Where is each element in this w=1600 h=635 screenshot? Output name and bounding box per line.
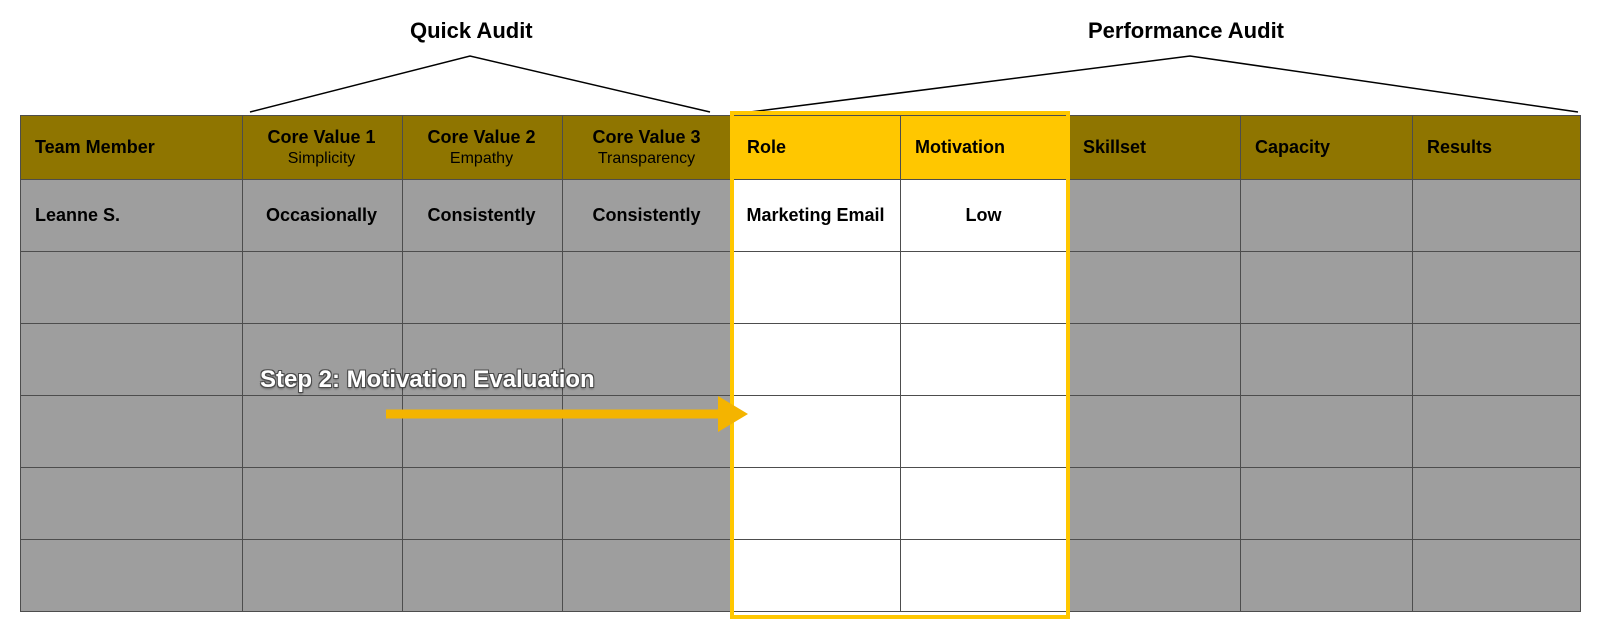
- cell-motivation: [901, 396, 1069, 468]
- cell-cv1: [243, 468, 403, 540]
- cell-results: [1413, 396, 1581, 468]
- table-row: [21, 540, 1581, 612]
- cell-skillset: [1069, 180, 1241, 252]
- col-label: Core Value 3: [592, 127, 700, 147]
- cell-motivation: [901, 468, 1069, 540]
- bracket-performance-audit: [750, 56, 1578, 112]
- cell-cv1: [243, 324, 403, 396]
- group-brackets: [0, 0, 1600, 120]
- cell-cv2: [403, 324, 563, 396]
- cell-team-member: [21, 468, 243, 540]
- col-label: Team Member: [35, 137, 155, 157]
- group-label-performance-audit: Performance Audit: [1088, 18, 1284, 44]
- cell-motivation: [901, 324, 1069, 396]
- cell-cv3: [563, 252, 733, 324]
- cell-role: [733, 396, 901, 468]
- col-label: Capacity: [1255, 137, 1330, 157]
- cell-capacity: [1241, 396, 1413, 468]
- cell-skillset: [1069, 468, 1241, 540]
- cell-cv2: [403, 468, 563, 540]
- col-label: Core Value 2: [427, 127, 535, 147]
- cell-cv1: Occasionally: [243, 180, 403, 252]
- col-label: Motivation: [915, 137, 1005, 157]
- cell-team-member: [21, 396, 243, 468]
- col-capacity: Capacity: [1241, 116, 1413, 180]
- cell-capacity: [1241, 468, 1413, 540]
- cell-role: [733, 252, 901, 324]
- audit-table: Team Member Core Value 1 Simplicity Core …: [20, 115, 1581, 612]
- table-row: [21, 324, 1581, 396]
- col-sublabel: Empathy: [409, 150, 554, 168]
- cell-cv3: [563, 540, 733, 612]
- col-label: Role: [747, 137, 786, 157]
- audit-diagram: Quick Audit Performance Audit Team Membe…: [0, 0, 1600, 635]
- cell-cv2: [403, 540, 563, 612]
- cell-motivation: [901, 540, 1069, 612]
- cell-cv1: [243, 540, 403, 612]
- cell-results: [1413, 180, 1581, 252]
- cell-motivation: [901, 252, 1069, 324]
- col-sublabel: Transparency: [569, 150, 724, 168]
- cell-skillset: [1069, 396, 1241, 468]
- cell-skillset: [1069, 252, 1241, 324]
- audit-table-header: Team Member Core Value 1 Simplicity Core …: [21, 116, 1581, 180]
- cell-skillset: [1069, 540, 1241, 612]
- cell-results: [1413, 468, 1581, 540]
- audit-table-body: Leanne S. Occasionally Consistently Cons…: [21, 180, 1581, 612]
- cell-team-member: [21, 252, 243, 324]
- col-label: Skillset: [1083, 137, 1146, 157]
- cell-cv2: [403, 396, 563, 468]
- col-core-value-2: Core Value 2 Empathy: [403, 116, 563, 180]
- group-label-quick-audit: Quick Audit: [410, 18, 533, 44]
- cell-team-member: [21, 540, 243, 612]
- cell-role: [733, 324, 901, 396]
- cell-capacity: [1241, 540, 1413, 612]
- cell-cv3: Consistently: [563, 180, 733, 252]
- col-sublabel: Simplicity: [249, 150, 394, 168]
- cell-team-member: [21, 324, 243, 396]
- table-row: Leanne S. Occasionally Consistently Cons…: [21, 180, 1581, 252]
- cell-cv3: [563, 396, 733, 468]
- cell-cv2: [403, 252, 563, 324]
- col-skillset: Skillset: [1069, 116, 1241, 180]
- col-role: Role: [733, 116, 901, 180]
- cell-capacity: [1241, 252, 1413, 324]
- col-label: Results: [1427, 137, 1492, 157]
- cell-capacity: [1241, 324, 1413, 396]
- col-results: Results: [1413, 116, 1581, 180]
- cell-results: [1413, 540, 1581, 612]
- col-core-value-1: Core Value 1 Simplicity: [243, 116, 403, 180]
- cell-role: Marketing Email: [733, 180, 901, 252]
- col-label: Core Value 1: [267, 127, 375, 147]
- cell-role: [733, 540, 901, 612]
- cell-capacity: [1241, 180, 1413, 252]
- cell-results: [1413, 324, 1581, 396]
- cell-results: [1413, 252, 1581, 324]
- cell-cv3: [563, 324, 733, 396]
- cell-team-member: Leanne S.: [21, 180, 243, 252]
- table-row: [21, 252, 1581, 324]
- table-row: [21, 468, 1581, 540]
- bracket-quick-audit: [250, 56, 710, 112]
- cell-cv1: [243, 396, 403, 468]
- cell-skillset: [1069, 324, 1241, 396]
- col-team-member: Team Member: [21, 116, 243, 180]
- col-core-value-3: Core Value 3 Transparency: [563, 116, 733, 180]
- table-row: [21, 396, 1581, 468]
- col-motivation: Motivation: [901, 116, 1069, 180]
- cell-cv3: [563, 468, 733, 540]
- cell-cv1: [243, 252, 403, 324]
- cell-role: [733, 468, 901, 540]
- cell-cv2: Consistently: [403, 180, 563, 252]
- cell-motivation: Low: [901, 180, 1069, 252]
